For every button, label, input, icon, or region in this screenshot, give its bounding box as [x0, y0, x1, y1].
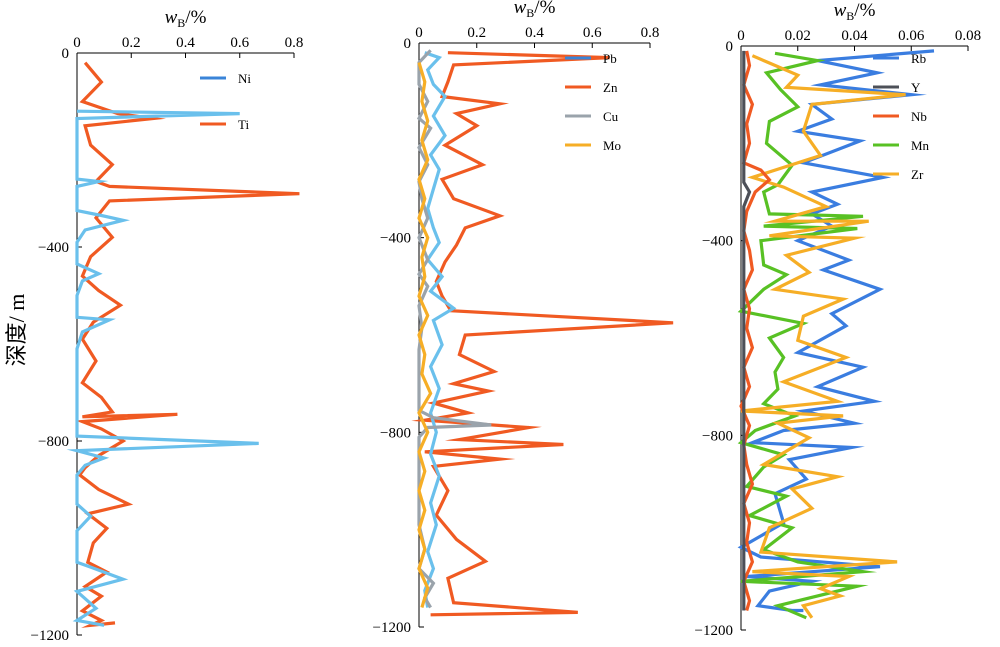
series-line-ni — [66, 109, 259, 627]
x-tick-label: 0.4 — [525, 25, 544, 41]
legend-label-mo: Mo — [603, 138, 621, 153]
series-line-nb — [739, 50, 772, 611]
y-tick-label: −400 — [702, 234, 733, 250]
series-line-ti — [75, 61, 300, 628]
legend-label-ni: Ni — [238, 71, 251, 86]
y-tick-label: 0 — [62, 46, 70, 62]
legend-label-y: Y — [911, 80, 921, 95]
legend-label-pb: Pb — [603, 51, 617, 66]
y-tick-label: −1200 — [31, 628, 69, 642]
series-line-mo — [417, 62, 433, 608]
series-line-y — [742, 50, 752, 611]
x-tick-label: 0.8 — [285, 35, 304, 51]
x-axis-title-main: w — [834, 0, 847, 21]
legend-label-rb: Rb — [911, 51, 926, 66]
y-tick-label: −800 — [702, 428, 733, 444]
series-line-zr — [740, 54, 906, 619]
series-line-cu — [416, 49, 492, 609]
x-tick-label: 0.6 — [230, 35, 249, 51]
series-line-pb — [423, 51, 457, 608]
x-tick-label: 0.2 — [467, 25, 486, 41]
x-tick-label: 0 — [415, 25, 423, 41]
x-axis-title: wB/% — [514, 0, 556, 20]
x-tick-label: 0.06 — [898, 28, 925, 44]
y-tick-label: −800 — [380, 425, 411, 441]
depth-axis-label: 深度/ m — [4, 294, 29, 367]
y-tick-label: −400 — [38, 240, 69, 256]
x-tick-label: 0.8 — [641, 25, 660, 41]
x-axis-title-sub: B — [177, 16, 185, 30]
series-line-zn — [411, 51, 674, 617]
x-tick-label: 0.2 — [122, 35, 141, 51]
legend-label-mn: Mn — [911, 138, 930, 153]
x-tick-label: 0.02 — [785, 28, 811, 44]
y-tick-label: −1200 — [373, 620, 411, 636]
x-tick-label: 0 — [737, 28, 745, 44]
legend-label-cu: Cu — [603, 109, 619, 124]
panel-2: 0 0.2 0.4 0.6 0.8 0 −400 −800 −1200 wB/% Pb Zn Cu Mo — [373, 0, 674, 636]
x-tick-label: 0.08 — [955, 28, 981, 44]
x-tick-label: 0.6 — [583, 25, 602, 41]
y-tick-label: −800 — [38, 434, 69, 450]
panel-3: 0 0.02 0.04 0.06 0.08 0 −400 −800 −1200 wB/% Rb Y Nb… — [695, 0, 982, 639]
y-tick-label: −400 — [380, 231, 411, 247]
x-axis-title: wB/% — [834, 0, 876, 23]
legend-label-zr: Zr — [911, 167, 924, 182]
y-tick-label: 0 — [404, 36, 412, 52]
y-tick-label: −1200 — [695, 623, 733, 639]
x-axis-title-sub: B — [846, 9, 854, 23]
y-tick-label: 0 — [726, 39, 734, 55]
series-line-mn — [737, 51, 878, 620]
x-tick-label: 0.4 — [176, 35, 195, 51]
legend-label-zn: Zn — [603, 80, 618, 95]
legend-label-ti: Ti — [238, 117, 249, 132]
x-axis-title-main: w — [514, 0, 527, 18]
panel-1: 0 0.2 0.4 0.6 0.8 0 −400 −800 −1200 wB/% Ni Ti — [31, 7, 304, 644]
x-tick-label: 0 — [73, 35, 81, 51]
x-tick-label: 0.04 — [841, 28, 868, 44]
legend-label-nb: Nb — [911, 109, 927, 124]
x-axis-title-unit: /% — [534, 0, 555, 18]
x-axis-title-main: w — [165, 7, 178, 28]
x-axis-title: wB/% — [165, 7, 207, 30]
x-axis-title-unit: /% — [185, 7, 206, 28]
x-axis-title-sub: B — [526, 6, 534, 20]
x-axis-title-unit: /% — [854, 0, 875, 21]
series-line-rb — [737, 49, 935, 613]
